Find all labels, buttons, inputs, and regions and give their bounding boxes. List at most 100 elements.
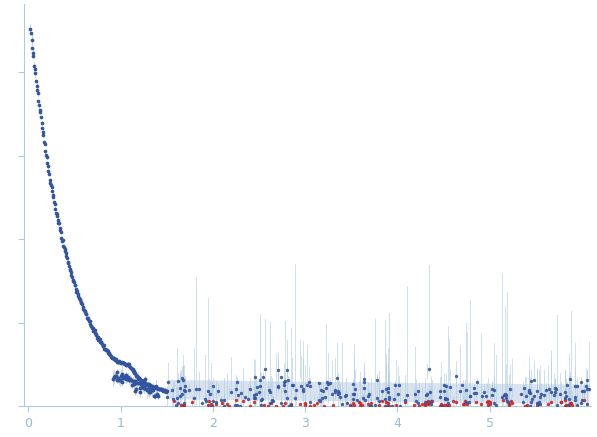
Point [48, 191, 57, 198]
Point [44, 167, 53, 174]
Point [138, 382, 147, 389]
Point [349, 395, 358, 402]
Point [564, 403, 574, 410]
Point [118, 371, 127, 378]
Point [332, 375, 341, 382]
Point [564, 401, 573, 408]
Point [152, 384, 162, 391]
Point [423, 398, 433, 405]
Point [33, 90, 42, 97]
Point [103, 349, 113, 356]
Point [306, 402, 315, 409]
Point [104, 349, 113, 356]
Point [54, 220, 64, 227]
Point [128, 366, 137, 373]
Point [124, 374, 133, 381]
Point [448, 397, 458, 404]
Point [197, 400, 207, 407]
Point [73, 292, 83, 299]
Point [88, 324, 97, 331]
Point [541, 387, 551, 394]
Point [123, 361, 133, 368]
Point [67, 271, 76, 278]
Point [27, 45, 37, 52]
Point [50, 201, 60, 208]
Point [249, 392, 259, 399]
Point [169, 397, 179, 404]
Point [301, 402, 310, 409]
Point [140, 375, 150, 382]
Point [435, 394, 445, 401]
Point [400, 396, 410, 403]
Point [61, 250, 70, 257]
Point [147, 385, 156, 392]
Point [472, 389, 481, 396]
Point [298, 385, 308, 392]
Point [137, 377, 146, 384]
Point [125, 363, 135, 370]
Point [84, 318, 94, 325]
Point [440, 394, 450, 401]
Point [250, 394, 259, 401]
Point [287, 400, 296, 407]
Point [51, 205, 60, 212]
Point [472, 399, 481, 406]
Point [130, 370, 139, 377]
Point [49, 199, 59, 206]
Point [530, 377, 539, 384]
Point [519, 399, 528, 406]
Point [550, 388, 559, 395]
Point [93, 334, 102, 341]
Point [142, 387, 152, 394]
Point [231, 385, 241, 392]
Point [269, 398, 278, 405]
Point [75, 297, 84, 304]
Point [266, 400, 275, 407]
Point [426, 398, 436, 405]
Point [53, 213, 62, 220]
Point [571, 396, 580, 403]
Point [374, 402, 383, 409]
Point [143, 387, 153, 394]
Point [556, 390, 565, 397]
Point [422, 391, 432, 398]
Point [465, 392, 475, 399]
Point [427, 397, 437, 404]
Point [465, 393, 475, 400]
Point [146, 382, 156, 389]
Point [55, 225, 64, 232]
Point [577, 388, 587, 395]
Point [345, 402, 355, 409]
Point [564, 396, 574, 403]
Point [122, 371, 131, 378]
Point [305, 398, 315, 405]
Point [561, 389, 570, 396]
Point [158, 387, 167, 394]
Point [489, 399, 498, 406]
Point [266, 388, 275, 395]
Point [70, 282, 80, 289]
Point [38, 125, 47, 132]
Point [140, 385, 149, 392]
Point [95, 336, 104, 343]
Point [192, 385, 201, 392]
Point [136, 377, 146, 384]
Point [91, 330, 100, 337]
Point [287, 402, 296, 409]
Point [162, 388, 171, 395]
Point [150, 392, 160, 399]
Point [525, 390, 535, 397]
Point [133, 375, 143, 382]
Point [85, 321, 95, 328]
Point [330, 387, 340, 394]
Point [84, 315, 93, 322]
Point [561, 401, 571, 408]
Point [149, 383, 159, 390]
Point [282, 366, 292, 373]
Point [217, 399, 227, 406]
Point [485, 401, 494, 408]
Point [441, 383, 451, 390]
Point [45, 177, 54, 184]
Point [112, 358, 122, 365]
Point [38, 128, 48, 135]
